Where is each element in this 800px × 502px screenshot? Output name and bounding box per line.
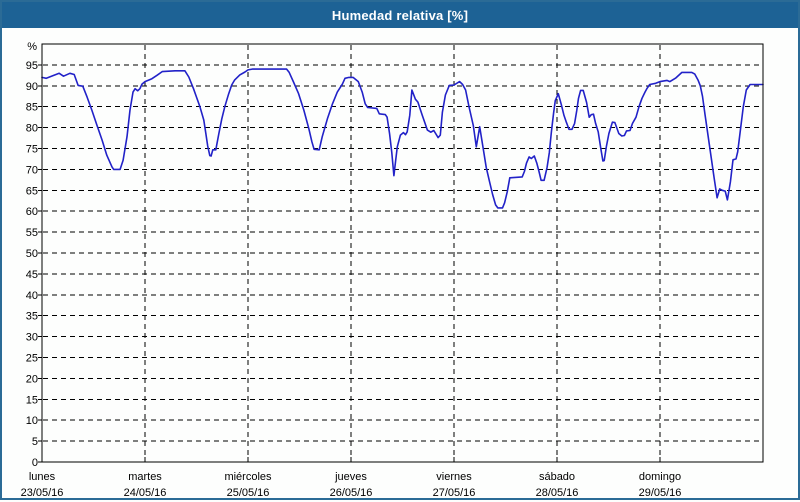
y-tick-label: 10 [26, 415, 38, 427]
x-day-label: viernes [436, 471, 472, 483]
x-day-label: miércoles [224, 471, 272, 483]
y-tick-label: 70 [26, 164, 38, 176]
x-date-label: 28/05/16 [536, 487, 579, 499]
y-gridlines [43, 64, 762, 442]
y-tick-label: 5 [32, 436, 38, 448]
chart-title: Humedad relativa [%] [331, 7, 469, 23]
x-date-label: 29/05/16 [639, 487, 682, 499]
y-tick-label: 15 [26, 394, 38, 406]
axis-ticks [38, 64, 661, 463]
x-date-label: 23/05/16 [21, 487, 64, 499]
x-gridlines [144, 45, 661, 461]
x-day-label: jueves [334, 471, 367, 483]
plot-border [41, 43, 764, 463]
x-day-label: domingo [639, 471, 681, 483]
x-tick-labels: lunes 23/05/16 martes 24/05/16 miércoles 25/0… [21, 471, 682, 499]
x-date-label: 27/05/16 [433, 487, 476, 499]
humidity-line [41, 68, 764, 209]
x-date-label: 25/05/16 [227, 487, 270, 499]
y-tick-label: 30 [26, 332, 38, 344]
y-tick-label: 55 [26, 227, 38, 239]
y-tick-label: 25 [26, 353, 38, 365]
y-tick-label: 0 [32, 457, 38, 469]
x-day-label: lunes [29, 471, 56, 483]
y-tick-label: 20 [26, 373, 38, 385]
y-tick-label: 80 [26, 123, 38, 135]
x-date-label: 26/05/16 [330, 487, 373, 499]
y-tick-label: 85 [26, 102, 38, 114]
x-date-label: 24/05/16 [124, 487, 167, 499]
y-axis-unit-label: % [27, 41, 37, 53]
y-tick-labels: 0 5 10 15 20 25 30 35 40 45 50 55 60 65 70 75 80 85 90 95% [26, 41, 38, 469]
y-tick-label: 65 [26, 185, 38, 197]
x-day-label: martes [128, 471, 162, 483]
y-tick-label: 75 [26, 144, 38, 156]
y-tick-label: 60 [26, 206, 38, 218]
y-tick-label: 50 [26, 248, 38, 260]
y-tick-label: 45 [26, 269, 38, 281]
data-series [41, 68, 764, 209]
y-tick-label: 40 [26, 290, 38, 302]
y-tick-label: 90 [26, 81, 38, 93]
y-tick-label: 35 [26, 311, 38, 323]
y-tick-label: 95 [26, 60, 38, 72]
title-bar: Humedad relativa [%] [2, 2, 798, 28]
x-day-label: sábado [539, 471, 575, 483]
